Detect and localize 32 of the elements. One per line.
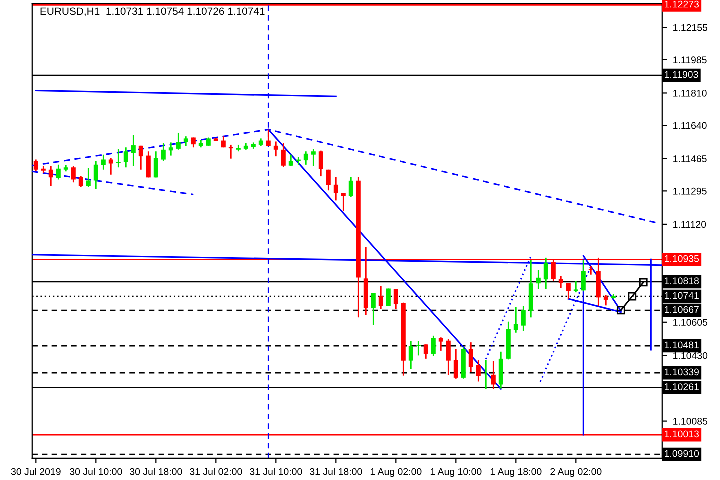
y-tick-label: 1.10430 [674, 352, 708, 360]
y-tick-label: 1.12155 [674, 24, 708, 32]
x-tick-label: 30 Jul 18:00 [130, 468, 182, 476]
ref-line-label: 1.10818 [665, 278, 700, 285]
ref-line-label: 1.10339 [665, 368, 699, 376]
x-tick-label: 31 Jul 18:00 [310, 468, 362, 476]
x-tick-label: 30 Jul 10:00 [70, 468, 122, 476]
ref-line-label: 1.09910 [665, 450, 700, 458]
ref-line-label: 1.10741 [665, 292, 699, 300]
x-tick-label: 1 Aug 10:00 [430, 468, 482, 478]
chart-title: EURUSD,H1 1.10731 1.10754 1.10726 1.10741 [40, 8, 265, 16]
y-tick-label: 1.11810 [674, 90, 707, 97]
ref-line-label: 1.10667 [665, 306, 699, 314]
y-tick-label: 1.11120 [674, 221, 706, 228]
y-tick-label: 1.11985 [674, 56, 707, 64]
ref-line-label: 1.11903 [665, 71, 698, 78]
ref-line-label: 1.10935 [665, 255, 700, 262]
x-tick-label: 2 Aug 02:00 [550, 468, 602, 478]
y-tick-label: 1.10605 [674, 319, 708, 326]
ref-line-label: 1.12273 [665, 0, 700, 8]
x-tick-label: 1 Aug 18:00 [490, 468, 542, 478]
x-tick-label: 1 Aug 02:00 [370, 468, 422, 478]
x-tick-label: 31 Jul 02:00 [190, 468, 242, 476]
x-tick-label: 31 Jul 10:00 [250, 468, 302, 476]
y-tick-label: 1.11465 [674, 156, 707, 162]
y-tick-label: 1.10085 [674, 418, 708, 425]
y-tick-label: 1.11295 [674, 188, 707, 195]
ref-line-label: 1.10013 [665, 430, 700, 438]
ref-line-label: 1.10481 [665, 342, 699, 349]
ref-line-label: 1.10261 [665, 384, 699, 390]
x-tick-label: 30 Jul 2019 [11, 468, 61, 476]
y-tick-label: 1.11640 [674, 122, 707, 130]
